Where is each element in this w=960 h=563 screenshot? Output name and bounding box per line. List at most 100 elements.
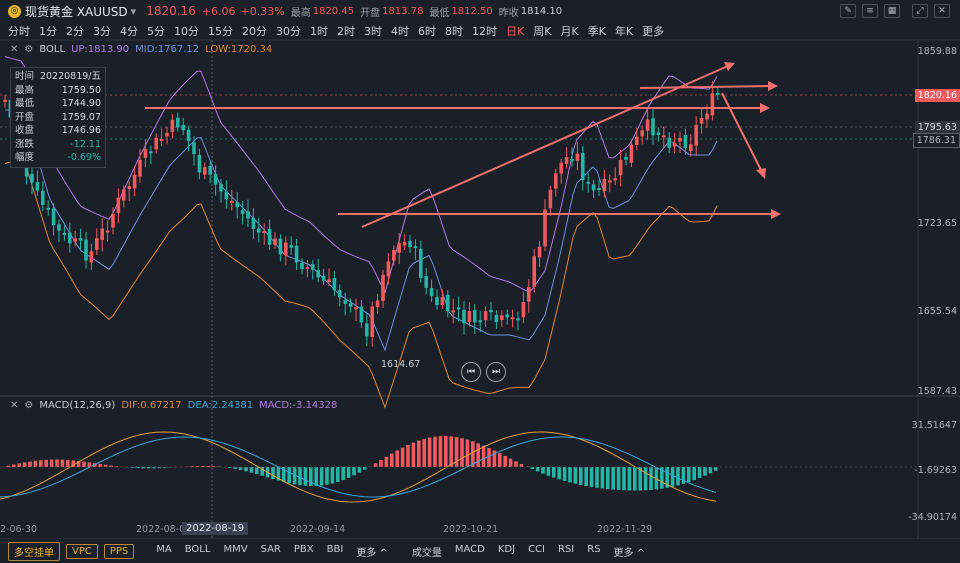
macd-bar <box>249 467 254 473</box>
period-tab[interactable]: 2分 <box>66 25 84 38</box>
candle-body <box>78 238 83 241</box>
sub-indicator-tab[interactable]: CCI <box>528 543 545 555</box>
sub-indicator-tab[interactable]: KDJ <box>497 543 516 555</box>
candle-body <box>46 207 50 210</box>
candle-body <box>251 217 256 229</box>
period-tab[interactable]: 3分 <box>93 25 111 38</box>
macd-bar <box>357 467 362 473</box>
indicator-settings-icon[interactable]: ⚙ <box>24 44 34 55</box>
macd-bar <box>670 467 675 487</box>
period-tab[interactable]: 季K <box>587 25 606 38</box>
sub-indicator-tab[interactable]: RS <box>587 543 601 555</box>
main-indicator-tab[interactable]: SAR <box>260 543 281 555</box>
info-row: 开盘 1759.07 <box>15 111 101 125</box>
candle-body <box>467 311 472 323</box>
sub-indicator-tab[interactable]: RSI <box>558 543 575 555</box>
settings-icon[interactable]: ✕ <box>934 4 950 18</box>
candle-body <box>257 228 261 233</box>
main-indicator-tab[interactable]: 更多 ^ <box>356 547 388 559</box>
low-value: 1812.50 <box>451 5 493 17</box>
macd-bar <box>665 467 669 488</box>
candle-body <box>332 277 337 291</box>
main-indicator-tab[interactable]: MMV <box>223 543 248 555</box>
main-indicator-tab[interactable]: MA <box>156 543 172 555</box>
scroll-forward-button[interactable]: ⏭ <box>486 362 506 382</box>
candle-body <box>262 230 266 233</box>
macd-bar <box>109 465 113 467</box>
info-row: 涨跌 -12.11 <box>15 138 101 152</box>
candle-body <box>672 143 677 147</box>
period-tab[interactable]: 10分 <box>174 25 199 38</box>
scroll-back-button[interactable]: ⏮ <box>461 362 481 382</box>
period-tab[interactable]: 1分 <box>39 25 57 38</box>
sub-indicator-tab[interactable]: 成交量 <box>411 547 442 559</box>
macd-settings-icon[interactable]: ⚙ <box>24 400 34 411</box>
line-draw-icon[interactable]: ✎ <box>840 4 856 18</box>
macd-bar <box>309 467 313 486</box>
period-tab[interactable]: 3时 <box>364 25 382 38</box>
macd-bar <box>206 465 210 467</box>
period-tab[interactable]: 日K <box>506 25 525 38</box>
period-tab[interactable]: 分时 <box>8 25 30 38</box>
trendline-drop <box>721 92 763 173</box>
info-row: 最低 1744.90 <box>15 97 101 111</box>
period-tab[interactable]: 12时 <box>472 25 497 38</box>
period-tab[interactable]: 1时 <box>310 25 328 38</box>
close-macd-icon[interactable]: ✕ <box>10 400 19 411</box>
date-label-1: 2022-08-08 <box>136 524 192 535</box>
period-tab[interactable]: 8时 <box>445 25 463 38</box>
candle-body <box>613 178 617 181</box>
symbol-title[interactable]: 现货黄金 XAUUSD <box>25 4 128 19</box>
macd-bar <box>276 467 281 481</box>
candle-body <box>608 180 612 183</box>
sub-indicator-tab[interactable]: 更多 ^ <box>613 547 646 559</box>
sub-indicator-tab[interactable]: MACD <box>454 543 485 555</box>
info-key: 时间 <box>15 71 35 82</box>
layout-icon[interactable]: ▦ <box>884 4 900 18</box>
candle-body <box>127 186 131 190</box>
macd-bar <box>228 467 232 468</box>
candle-body <box>564 157 569 164</box>
close-indicator-icon[interactable]: ✕ <box>10 44 19 55</box>
symbol-dropdown-icon[interactable]: ▾ <box>130 4 137 18</box>
period-tab[interactable]: 年K <box>614 25 634 38</box>
pps-button[interactable]: PPS <box>103 543 135 559</box>
indicator-icon[interactable]: ≡ <box>862 4 878 18</box>
period-tab[interactable]: 6时 <box>418 25 436 38</box>
macd-bar <box>12 464 16 467</box>
candle-body <box>284 242 288 256</box>
period-tab[interactable]: 周K <box>533 25 552 38</box>
period-tab[interactable]: 5分 <box>147 25 165 38</box>
macd-bar <box>422 438 426 467</box>
period-tab[interactable]: 15分 <box>208 25 233 38</box>
period-tab[interactable]: 月K <box>560 25 579 38</box>
period-tab[interactable]: 4分 <box>120 25 138 38</box>
macd-bar <box>22 462 27 467</box>
candle-body <box>100 228 104 240</box>
period-tab[interactable]: 20分 <box>242 25 267 38</box>
date-label-3: 2022-10-21 <box>443 524 499 535</box>
main-indicator-tab[interactable]: PBX <box>293 543 314 555</box>
macd-bar <box>33 460 38 467</box>
candle-body <box>689 144 693 152</box>
main-indicator-tab[interactable]: BOLL <box>184 543 211 555</box>
candle-body <box>62 232 67 235</box>
candle-body <box>446 294 450 312</box>
long-short-orders-button[interactable]: 多空挂单 <box>8 541 60 561</box>
macd-bar <box>562 467 567 481</box>
main-indicator-tab[interactable]: BBI <box>326 543 344 555</box>
expand-icon[interactable]: ⤢ <box>912 4 928 18</box>
candle-body <box>640 130 644 137</box>
period-tab[interactable]: 30分 <box>276 25 301 38</box>
candle-body <box>478 320 482 323</box>
vpc-button[interactable]: VPC <box>66 543 98 559</box>
period-tab[interactable]: 4时 <box>391 25 409 38</box>
period-tab[interactable]: 更多 <box>642 25 665 38</box>
period-tab[interactable]: 2时 <box>337 25 355 38</box>
candle-body <box>591 184 596 191</box>
candle-body <box>413 246 418 249</box>
candle-body <box>197 154 202 173</box>
candle-body <box>532 256 536 287</box>
info-row: 幅度 -0.69% <box>15 151 101 165</box>
